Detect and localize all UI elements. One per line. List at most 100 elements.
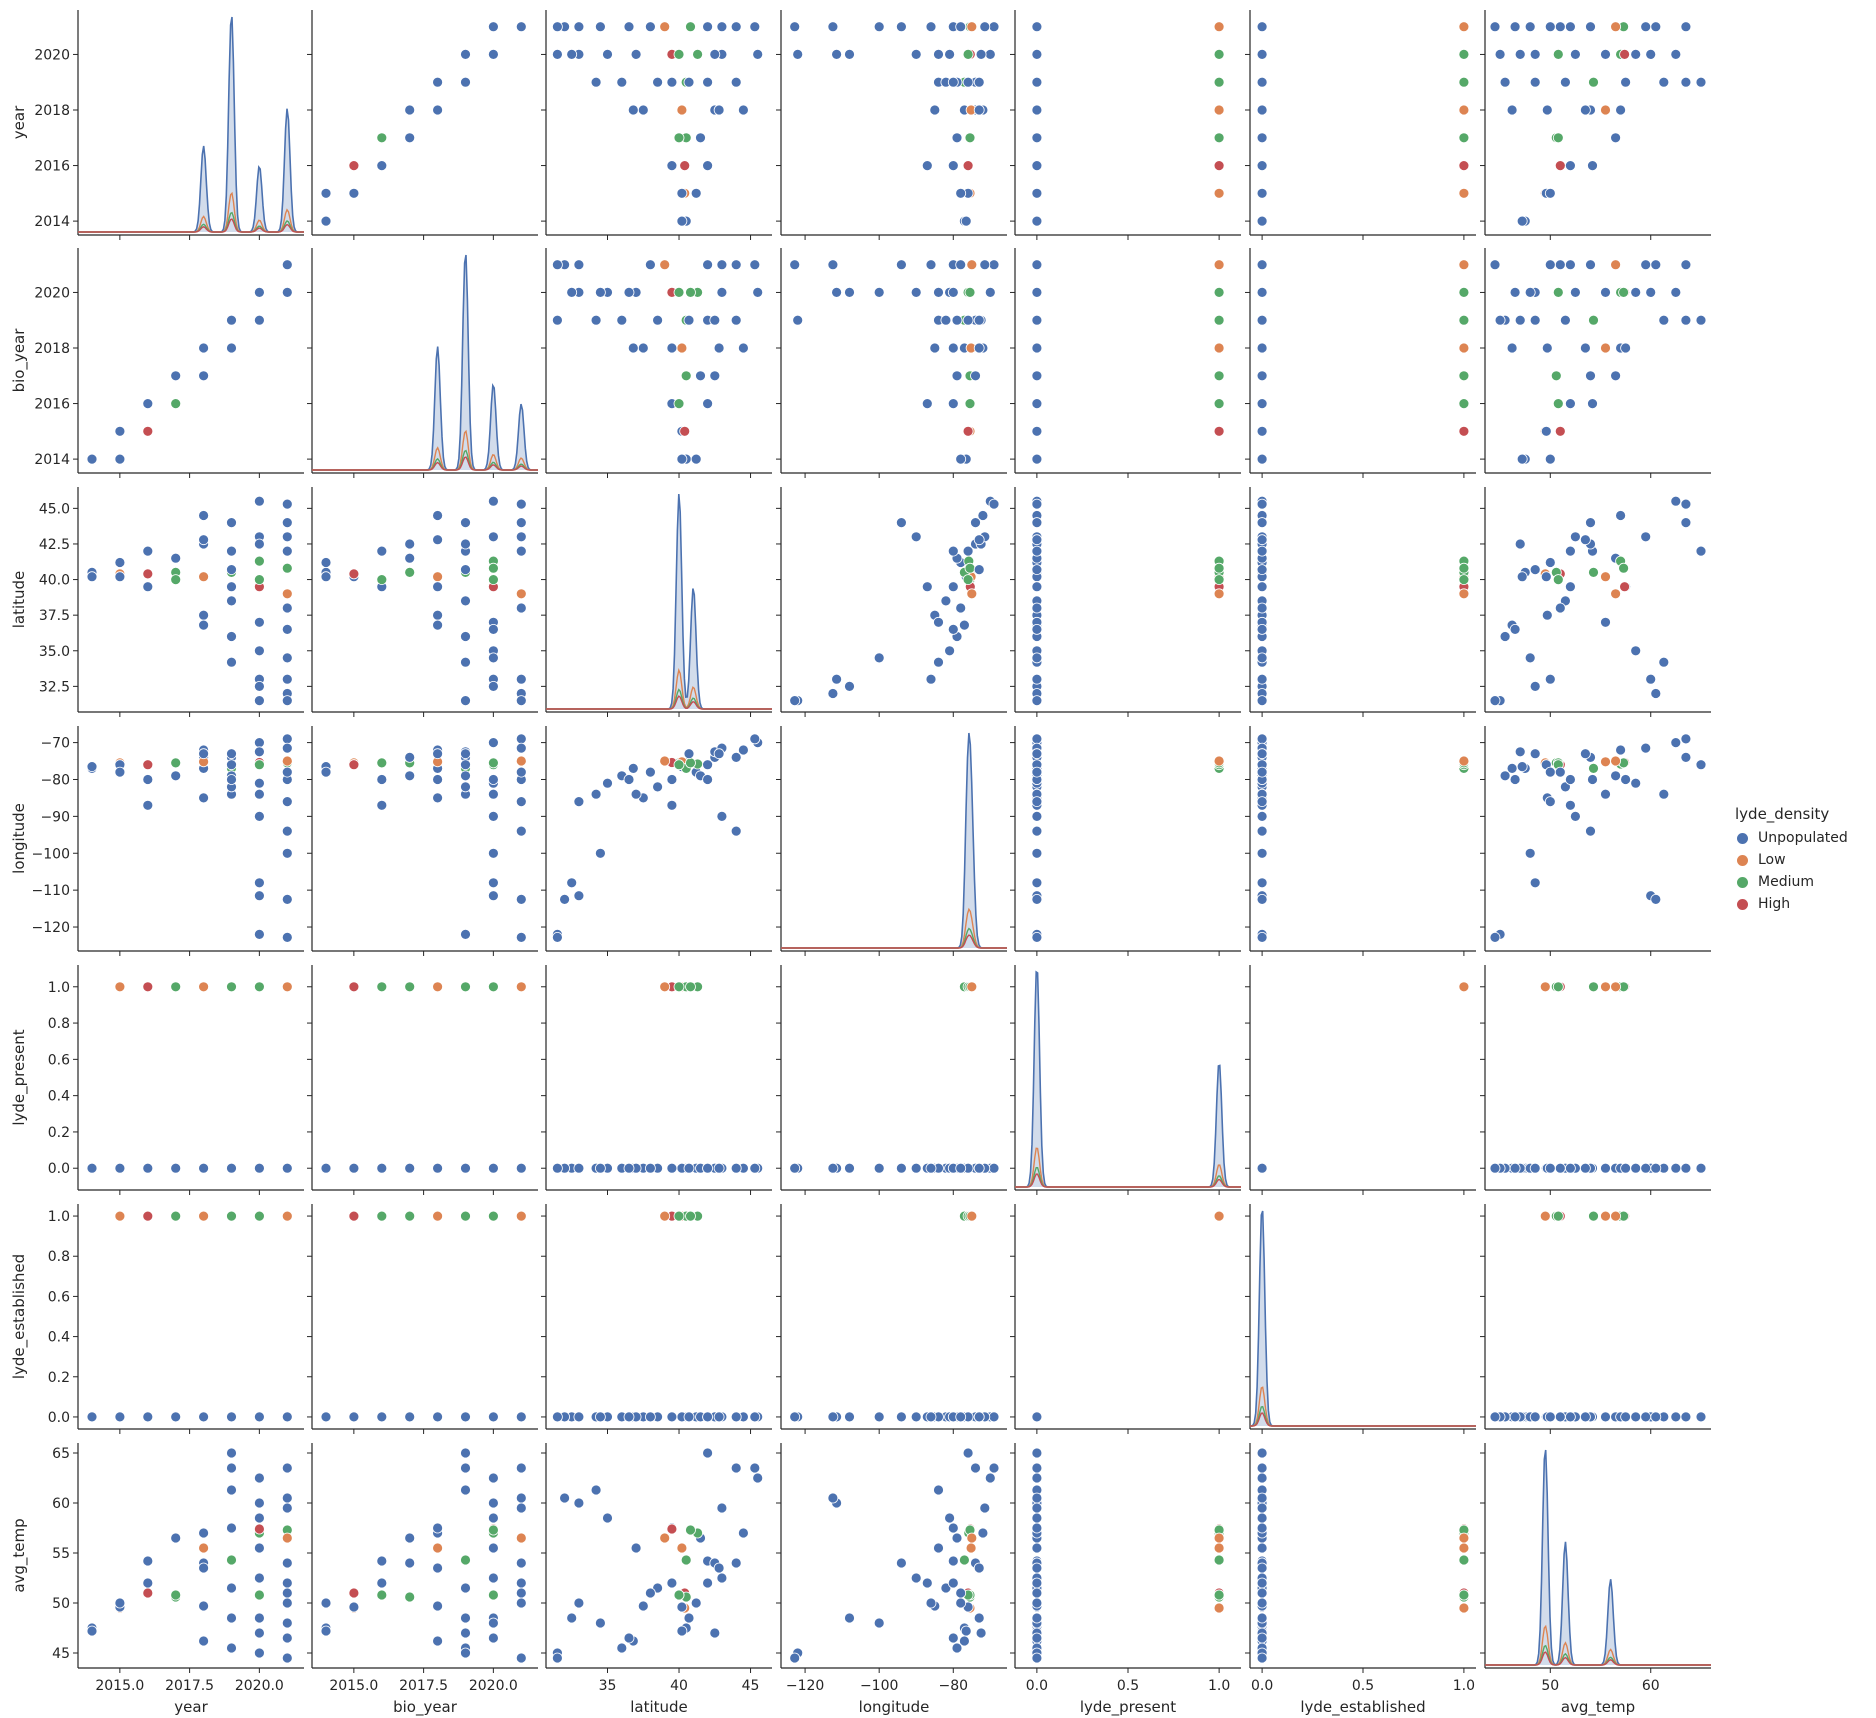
scatter-point (432, 76, 444, 88)
scatter-point (1031, 652, 1043, 664)
scatter-point (1256, 1587, 1268, 1599)
scatter-point (1585, 21, 1596, 33)
scatter-point (487, 562, 499, 574)
scatter-point (962, 49, 974, 60)
scatter-point (730, 259, 742, 271)
scatter-point (142, 981, 154, 993)
scatter-point (253, 495, 265, 507)
scatter-point (1610, 755, 1621, 767)
scatter-point (348, 160, 360, 172)
scatter-point (142, 425, 154, 437)
y-tick-label: 35.0 (39, 644, 70, 660)
scatter-point (1458, 1589, 1470, 1601)
scatter-point (925, 21, 937, 33)
scatter-point (253, 1472, 265, 1484)
scatter-point (1529, 748, 1541, 760)
scatter-point (1256, 1447, 1268, 1459)
scatter-point (281, 673, 293, 685)
scatter-point (1458, 398, 1470, 410)
scatter-point (1458, 21, 1470, 33)
scatter-point (944, 645, 955, 657)
scatter-point (1506, 104, 1518, 116)
scatter-point (1489, 695, 1501, 706)
scatter-point (973, 1411, 985, 1423)
scatter-point (1256, 76, 1268, 88)
scatter-point (1529, 877, 1541, 889)
y-tick-label: 2014 (34, 452, 70, 468)
scatter-point (964, 562, 976, 574)
scatter-point (966, 981, 978, 993)
y-tick-label: 45 (52, 1646, 70, 1662)
scatter-point (925, 1597, 937, 1609)
y-tick-label: 42.5 (39, 537, 70, 553)
panel-bio_year-vs-latitude (541, 248, 772, 478)
scatter-point (281, 932, 293, 943)
kde-line-unpopulated (312, 254, 538, 471)
kde-line-high (1250, 1412, 1476, 1427)
scatter-point (1658, 656, 1670, 668)
scatter-point (1213, 259, 1225, 271)
scatter-point (281, 766, 293, 778)
scatter-point (86, 453, 98, 465)
scatter-point (1516, 453, 1528, 465)
scatter-point (487, 495, 499, 507)
scatter-point (1695, 1411, 1707, 1423)
scatter-point (716, 1572, 728, 1584)
scatter-point (827, 21, 839, 33)
scatter-point (955, 21, 967, 33)
scatter-point (566, 1612, 578, 1624)
scatter-point (515, 894, 527, 905)
scatter-point (1587, 774, 1598, 785)
scatter-point (947, 398, 959, 410)
scatter-point (253, 890, 265, 902)
scatter-point (198, 510, 210, 521)
scatter-point (1458, 104, 1470, 116)
scatter-point (281, 652, 293, 664)
scatter-point (1458, 1602, 1470, 1614)
scatter-point (552, 1652, 563, 1664)
x-tick-label: 60 (1642, 1678, 1660, 1694)
panel-lyde_established-vs-avg_temp (1480, 1204, 1711, 1434)
scatter-point (1565, 398, 1576, 410)
scatter-point (376, 981, 388, 993)
scatter-point (1256, 877, 1268, 889)
scatter-point (1565, 1411, 1576, 1423)
scatter-point (947, 76, 959, 88)
scatter-point (666, 1411, 678, 1423)
scatter-point (1256, 1462, 1268, 1474)
scatter-point (1489, 21, 1501, 33)
scatter-point (432, 571, 444, 583)
scatter-point (1560, 781, 1571, 793)
panel-year-vs-latitude (541, 10, 772, 240)
scatter-point (1630, 1411, 1642, 1423)
scatter-point (198, 370, 210, 382)
scatter-point (1544, 766, 1556, 778)
scatter-point (1031, 1492, 1043, 1504)
scatter-point (487, 757, 499, 769)
x-tick-label: 1.0 (1453, 1678, 1475, 1694)
scatter-point (320, 557, 332, 568)
scatter-point (1587, 398, 1598, 410)
kde-line-high (78, 218, 304, 233)
scatter-point (253, 1512, 265, 1524)
x-tick-label: 40 (670, 1678, 688, 1694)
kde-fill-unpopulated (1250, 1211, 1476, 1426)
scatter-point (281, 796, 293, 807)
scatter-point (1544, 1162, 1556, 1174)
scatter-point (676, 1625, 688, 1637)
scatter-point (1554, 766, 1566, 778)
scatter-point (910, 286, 922, 298)
scatter-point (487, 531, 499, 543)
kde-line-high (781, 934, 1007, 949)
scatter-point (1031, 132, 1043, 144)
scatter-point (844, 49, 855, 60)
scatter-point (432, 1210, 444, 1222)
scatter-point (962, 574, 974, 585)
scatter-point (1600, 104, 1611, 116)
kde-line-unpopulated (78, 16, 304, 233)
scatter-point (170, 574, 182, 585)
scatter-point (951, 1532, 963, 1544)
scatter-point (966, 1532, 978, 1544)
scatter-point (652, 76, 663, 88)
scatter-point (1256, 766, 1268, 778)
